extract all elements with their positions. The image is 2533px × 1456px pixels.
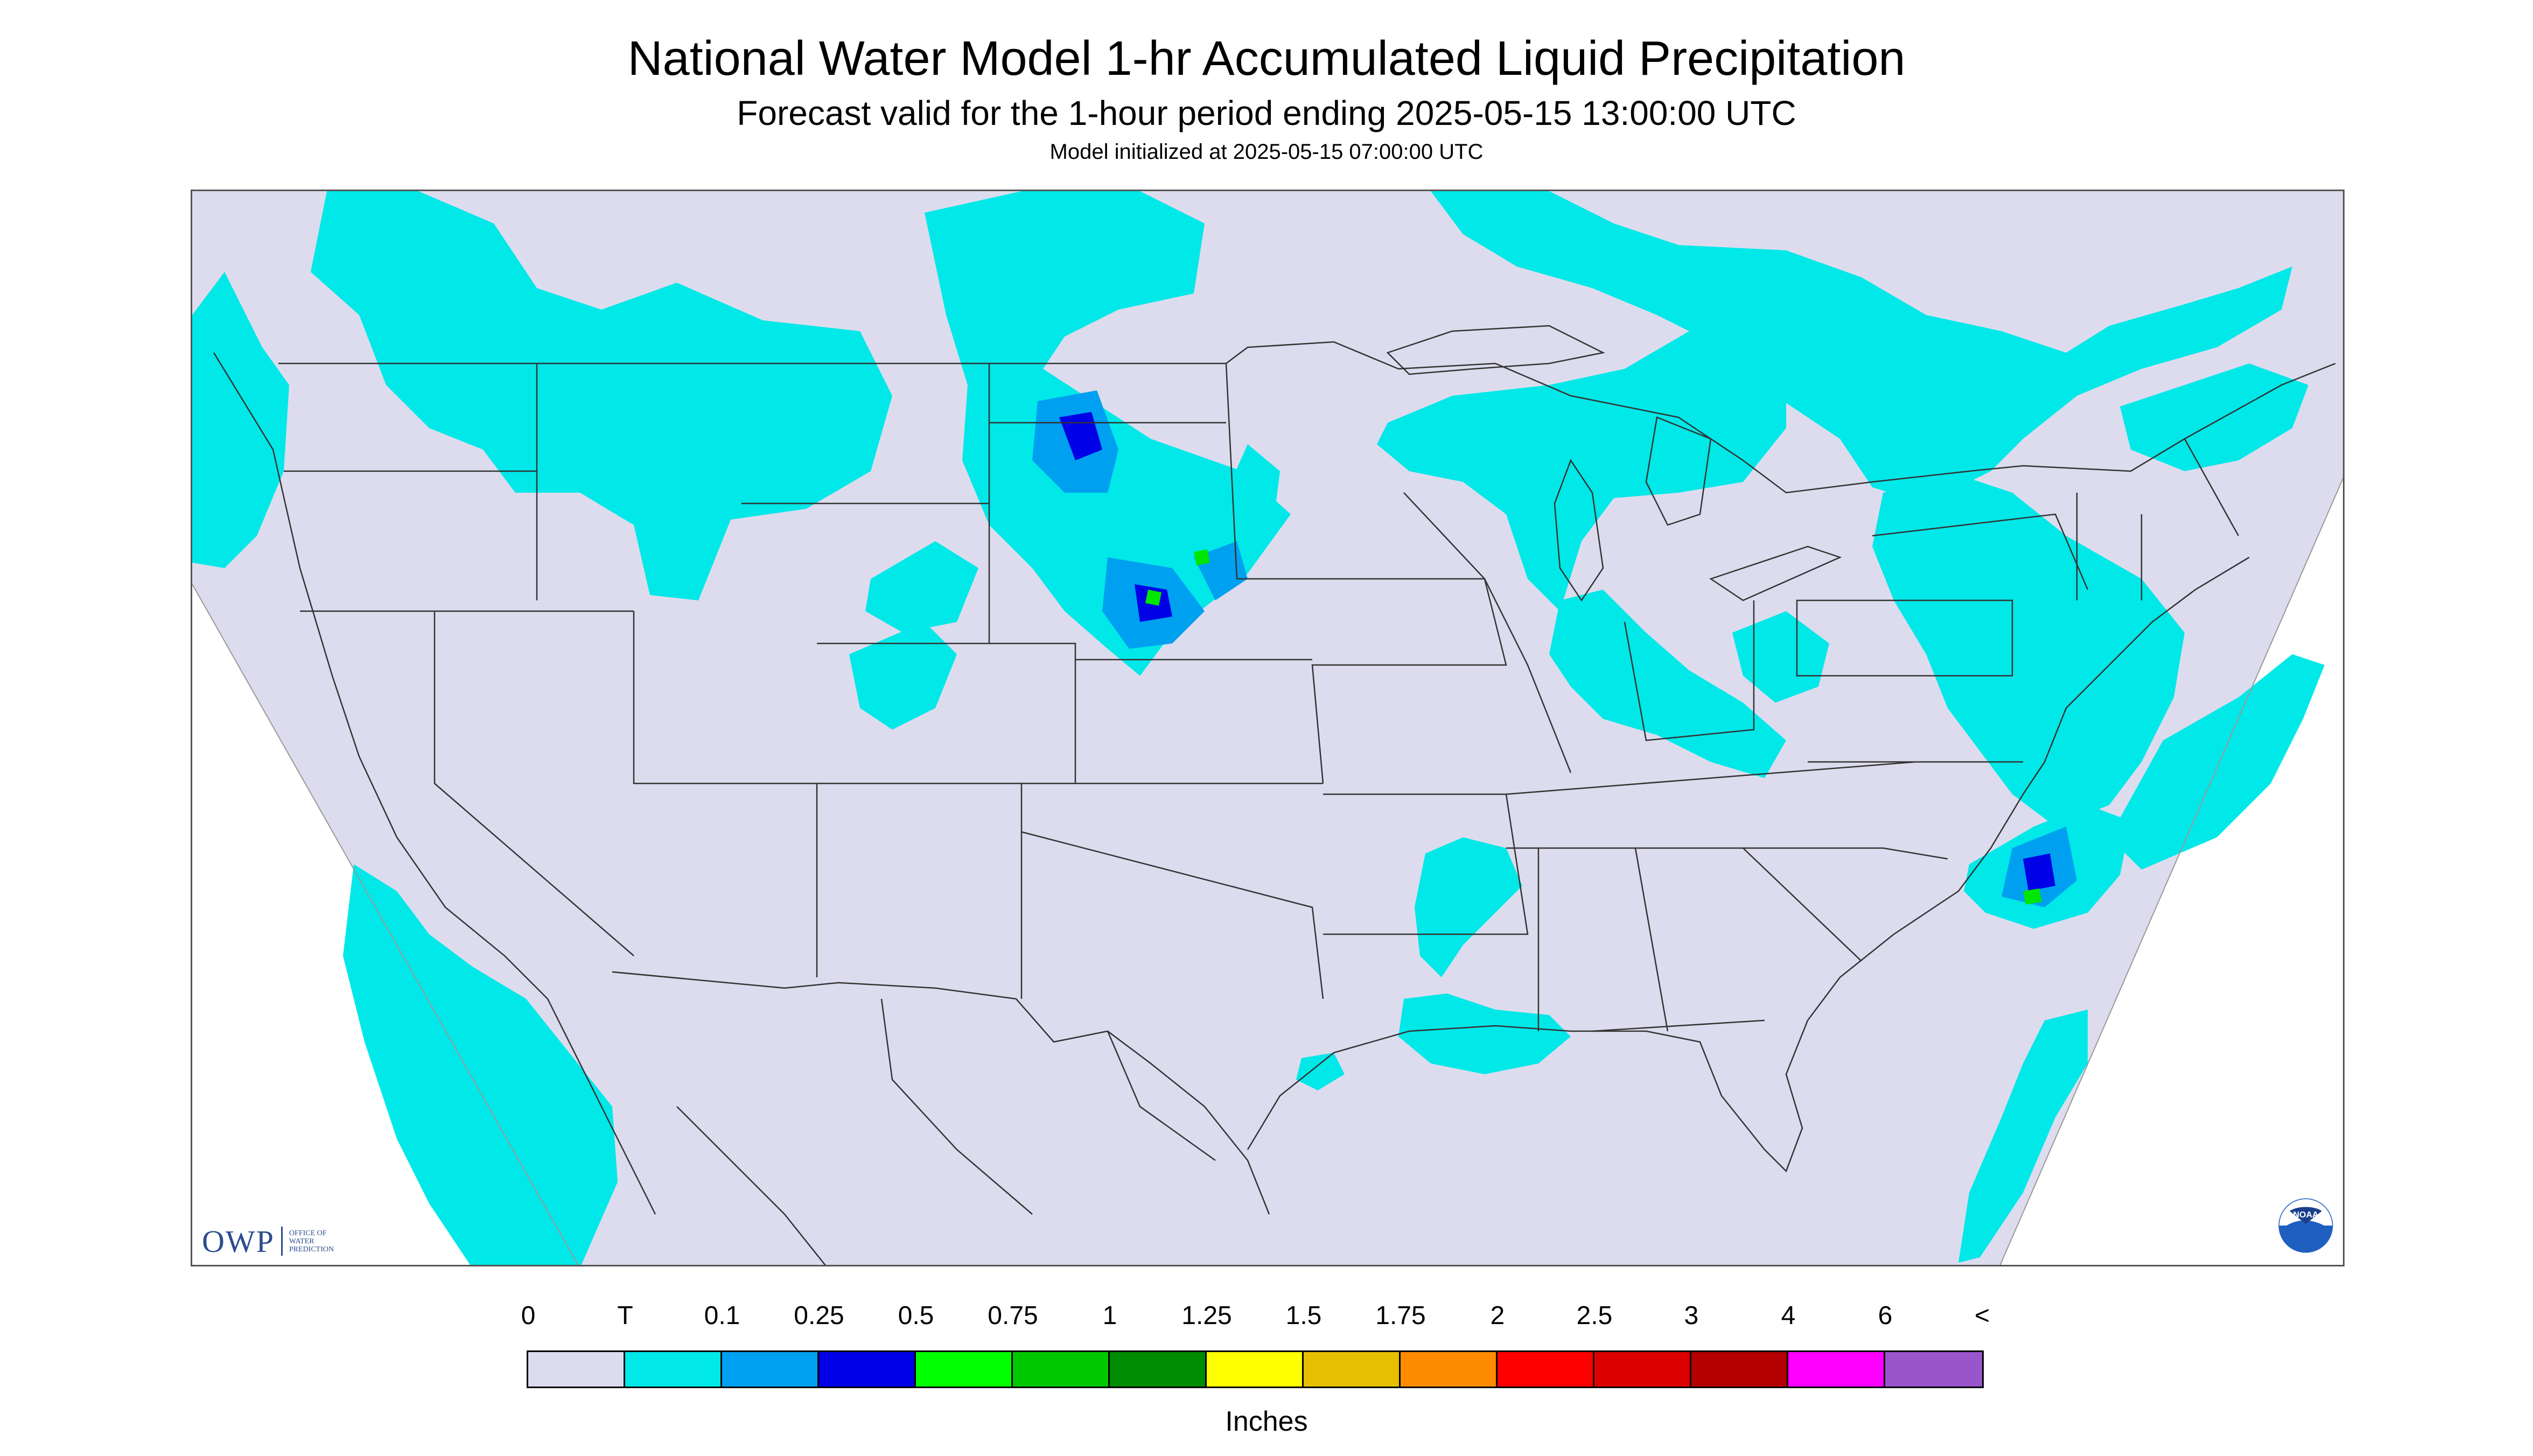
owp-logo-text: OFFICE OF WATER PREDICTION (289, 1229, 334, 1254)
owp-logo-divider (281, 1227, 283, 1256)
legend-label: 0 (521, 1301, 536, 1330)
legend-swatch (1691, 1352, 1788, 1387)
legend-swatch (1885, 1352, 1982, 1387)
noaa-logo: NOAA (2277, 1196, 2335, 1255)
precip-wyoming-colorado (849, 622, 957, 730)
precip-atlantic-south (1958, 1010, 2088, 1263)
state-line-ut (633, 611, 817, 785)
legend-swatch (1013, 1352, 1110, 1387)
precip-heavier-layer (1032, 390, 2077, 907)
state-line-ga-sc (1743, 848, 1862, 962)
us-canada-border (278, 341, 2336, 494)
state-line-mo-ar (1323, 793, 1529, 935)
state-line-ok-tx (1021, 831, 1324, 999)
map-canvas (192, 191, 2343, 1265)
legend-swatch (916, 1352, 1013, 1387)
precip-ontario-quebec (1431, 191, 2292, 503)
precip-ohio-valley-2 (1732, 611, 1829, 703)
legend-label: 1.25 (1181, 1301, 1232, 1330)
owp-logo: OWP OFFICE OF WATER PREDICTION (202, 1223, 334, 1259)
precip-green-nebraska (1145, 590, 1161, 606)
domain-edge (192, 477, 2343, 1265)
state-line-pa (1796, 599, 2013, 677)
precip-upper-midwest-great-lakes (1377, 326, 1786, 611)
precip-texas-coast (1296, 1053, 1345, 1090)
owp-logo-line-2: WATER (289, 1237, 314, 1245)
legend-swatch (722, 1352, 819, 1387)
legend-labels: 0 T 0.1 0.25 0.5 0.75 1 1.25 1.5 1.75 2 2.5 3 4 6 < (0, 1303, 2533, 1335)
legend-swatch (1304, 1352, 1401, 1387)
page-title: National Water Model 1-hr Accumulated Li… (627, 32, 1906, 86)
precip-ohio-valley (1549, 590, 1786, 778)
precip-new-england-mid-atlantic (1872, 471, 2185, 827)
legend-label: 6 (1878, 1301, 1893, 1330)
legend-swatch (1110, 1352, 1207, 1387)
precip-pacific-northwest (192, 272, 289, 568)
legend-label: 0.25 (794, 1301, 844, 1330)
legend-label: < (1974, 1301, 1990, 1330)
state-line-ia-mo (1237, 578, 1507, 784)
legend-units: Inches (1225, 1406, 1308, 1437)
legend-label: 1.5 (1285, 1301, 1322, 1330)
legend-swatch (625, 1352, 722, 1387)
legend-label: 3 (1684, 1301, 1699, 1330)
legend-swatch (528, 1352, 625, 1387)
precip-green-carolina (2023, 888, 2042, 905)
legend-colorbar (527, 1350, 1984, 1388)
legend-swatch (1207, 1352, 1304, 1387)
boundary-lines (213, 325, 2336, 1265)
precip-lower-mississippi-valley (1415, 837, 1522, 977)
state-line-nv (433, 611, 634, 956)
state-line-in-oh (1624, 600, 1755, 741)
legend-swatch (1498, 1352, 1594, 1387)
state-line-new-england (2076, 438, 2240, 600)
state-line-ga-fl (1592, 1019, 1765, 1032)
precip-mn-wi (1226, 444, 1280, 525)
owp-logo-line-3: PREDICTION (289, 1245, 334, 1254)
lake-michigan (1554, 459, 1604, 602)
precip-northern-rockies (311, 191, 892, 600)
legend-swatch (819, 1352, 916, 1387)
legend-swatch (1788, 1352, 1885, 1387)
precipitation-map: OWP OFFICE OF WATER PREDICTION NOAA (191, 190, 2345, 1266)
owp-logo-letters: OWP (202, 1223, 275, 1259)
pacific-coastline (213, 352, 656, 1215)
legend-label: 4 (1781, 1301, 1796, 1330)
legend-label: T (617, 1301, 633, 1330)
precip-mod-carolina (2023, 853, 2055, 891)
owp-logo-line-1: OFFICE OF (289, 1229, 327, 1237)
legend-swatch (1594, 1352, 1691, 1387)
mexico-interior-lines (676, 998, 1216, 1265)
state-line-dakotas-mn (1225, 363, 1238, 579)
precip-green-mn (1194, 549, 1210, 565)
precip-ontario-east (2120, 363, 2308, 471)
gulf-coastline (1247, 556, 2250, 1173)
noaa-logo-text: NOAA (2293, 1210, 2319, 1220)
legend-label: 2 (1490, 1301, 1505, 1330)
precip-atlantic-offshore (2109, 654, 2325, 870)
state-line-ky-tn (1506, 761, 1916, 795)
precip-gulf-coast (1398, 993, 1571, 1074)
lake-superior (1386, 325, 1605, 375)
legend-label: 1 (1102, 1301, 1117, 1330)
state-line-tn-south (1506, 847, 1948, 860)
precip-baja-pacific (343, 864, 618, 1265)
legend-label: 0.1 (704, 1301, 740, 1330)
us-mexico-border (612, 971, 1270, 1215)
legend-label: 0.75 (988, 1301, 1038, 1330)
lake-huron-erie (1645, 416, 1842, 601)
state-line-co-ks (817, 642, 1076, 783)
forecast-valid-subtitle: Forecast valid for the 1-hour period end… (737, 94, 1796, 132)
legend-label: 2.5 (1576, 1301, 1613, 1330)
model-init-line: Model initialized at 2025-05-15 07:00:00… (1049, 140, 1484, 164)
legend-label: 1.75 (1375, 1301, 1426, 1330)
legend-swatch (1401, 1352, 1498, 1387)
legend-label: 0.5 (898, 1301, 934, 1330)
precip-northern-rockies-2 (865, 541, 978, 633)
state-line-al-ga (1634, 848, 1669, 1032)
state-line-wi-il (1403, 492, 1572, 773)
precip-mod-dakotas (1059, 412, 1102, 460)
